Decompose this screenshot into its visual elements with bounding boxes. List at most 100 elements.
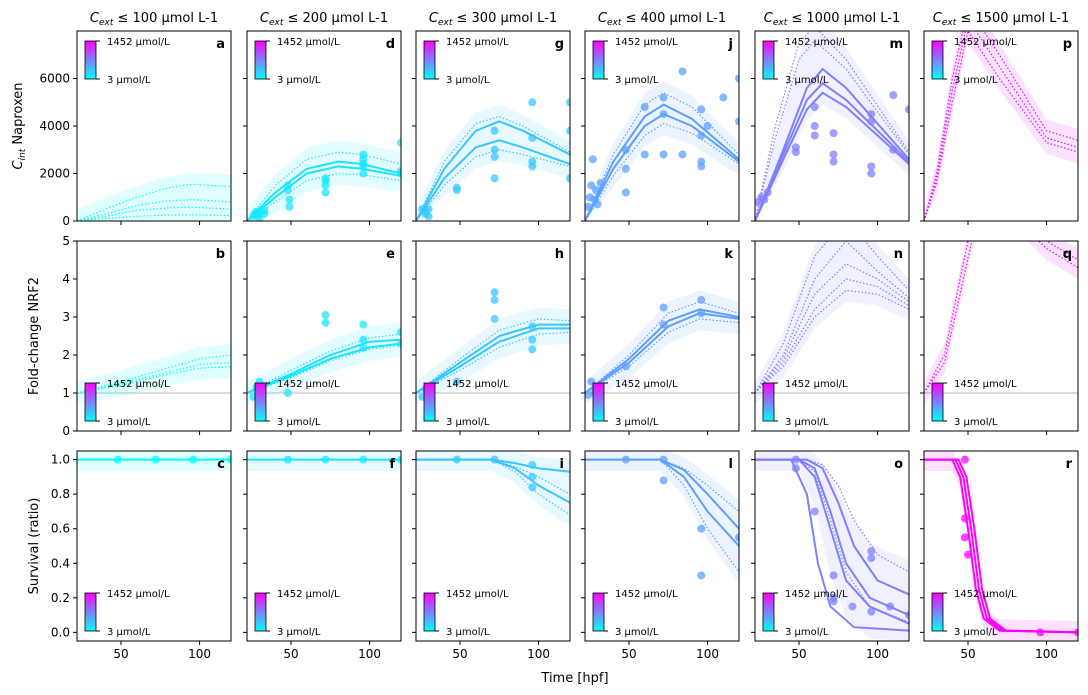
- panel-frame: [923, 450, 1079, 642]
- data-point: [397, 455, 401, 464]
- row-ylabel-sub: int: [18, 148, 28, 160]
- data-point: [659, 110, 668, 119]
- panel-letter: f: [389, 457, 395, 472]
- colorbar: [423, 40, 436, 80]
- data-point: [719, 93, 728, 102]
- x-tick-label: 100: [358, 647, 381, 661]
- column-title-main: C: [429, 11, 439, 26]
- column-title-main: C: [764, 11, 774, 26]
- row-ylabel: Survival (ratio): [27, 498, 42, 595]
- data-point: [528, 345, 537, 354]
- x-tick-label: 50: [621, 647, 636, 661]
- colorbar-max-label: 1452 μmol/L: [615, 37, 678, 48]
- panel-plot-area: [416, 98, 570, 221]
- panel-letter: q: [1063, 247, 1072, 262]
- panel-r: 50 100 r 1452 μmol/L 3 μmol/L: [920, 450, 1079, 661]
- data-point: [528, 472, 537, 481]
- data-point: [452, 377, 461, 386]
- data-point: [810, 103, 819, 111]
- data-point: [960, 533, 969, 542]
- uncertainty-band: [416, 451, 570, 527]
- y-tick-label: 3: [62, 310, 70, 324]
- series-line: [247, 160, 401, 221]
- panel-plot-area: [77, 451, 231, 472]
- data-point: [621, 164, 630, 173]
- data-point: [490, 152, 499, 161]
- y-tick-label: 0.0: [51, 625, 70, 639]
- data-point: [697, 131, 706, 140]
- series-line: [416, 327, 570, 394]
- colorbar: [254, 40, 267, 80]
- data-point: [735, 74, 739, 83]
- colorbar-min-label: 3 μmol/L: [107, 417, 151, 428]
- row-ylabel-main: Survival (ratio): [27, 498, 42, 595]
- data-point: [359, 455, 368, 464]
- colorbar: [84, 592, 97, 632]
- colorbar-max-label: 1452 μmol/L: [954, 589, 1017, 600]
- row-ylabel: Cint Naproxen: [11, 82, 28, 169]
- panel-e: e 1452 μmol/L 3 μmol/L: [243, 240, 402, 435]
- panel-letter: e: [386, 247, 395, 262]
- data-point: [621, 362, 630, 371]
- panel-plot-area: [755, 31, 909, 221]
- colorbar-max-label: 1452 μmol/L: [785, 589, 848, 600]
- panel-letter: n: [894, 247, 903, 262]
- data-point: [867, 607, 876, 616]
- series-line: [755, 289, 909, 394]
- data-point: [566, 174, 570, 183]
- column-title-rest: ≤ 100 μmol L-1: [113, 11, 218, 26]
- series-line: [755, 459, 909, 623]
- data-point: [321, 176, 330, 185]
- colorbar: [592, 592, 605, 632]
- data-point: [283, 181, 292, 190]
- panel-plot-area: [416, 451, 570, 527]
- colorbar-max-label: 1452 μmol/L: [954, 37, 1017, 48]
- y-tick-label: 0.4: [51, 556, 70, 570]
- data-point: [528, 98, 537, 107]
- row-ylabel: Fold-change NRF2: [27, 277, 42, 395]
- data-point: [227, 455, 231, 464]
- series-line: [247, 165, 401, 221]
- colorbar-max-label: 1452 μmol/L: [277, 589, 340, 600]
- panel-plot-area: [247, 138, 401, 221]
- uncertainty-band: [585, 81, 739, 221]
- panel-frame: [584, 240, 740, 432]
- data-point: [490, 126, 499, 135]
- colorbar-max-label: 1452 μmol/L: [107, 589, 170, 600]
- column-title-rest: ≤ 1500 μmol L-1: [956, 11, 1069, 26]
- y-tick-label: 2000: [39, 167, 70, 181]
- data-point: [588, 155, 597, 164]
- data-point: [189, 455, 198, 464]
- y-tick-label: 0.2: [51, 591, 70, 605]
- x-tick-label: 100: [188, 647, 211, 661]
- series-line: [77, 365, 231, 394]
- column-title-sub: ext: [773, 18, 788, 28]
- column-title-rest: ≤ 400 μmol L-1: [621, 11, 726, 26]
- y-tick-label: 0: [62, 424, 70, 438]
- panel-plot-area: [77, 172, 231, 221]
- data-point: [889, 145, 898, 154]
- data-point: [424, 212, 433, 221]
- panel-frame: [415, 240, 571, 432]
- colorbar-min-label: 3 μmol/L: [954, 417, 998, 428]
- colorbar: [931, 382, 944, 422]
- data-point: [585, 202, 593, 211]
- data-point: [621, 145, 630, 154]
- data-point: [359, 169, 368, 178]
- panel-plot-area: [247, 311, 401, 405]
- series-line: [755, 241, 909, 394]
- x-tick-label: 50: [113, 647, 128, 661]
- data-point: [703, 122, 712, 130]
- panel-o: 50 100 o 1452 μmol/L 3 μmol/L: [751, 450, 910, 661]
- y-tick-label: 2: [62, 348, 70, 362]
- colorbar-min-label: 3 μmol/L: [615, 417, 659, 428]
- panel-l: 50 100 l 1452 μmol/L 3 μmol/L: [581, 450, 740, 661]
- x-tick-label: 50: [960, 647, 975, 661]
- panel-letter: o: [894, 457, 903, 472]
- column-title-main: C: [90, 11, 100, 26]
- data-point: [867, 162, 876, 171]
- column-title-main: C: [933, 11, 943, 26]
- x-tick-label: 100: [696, 647, 719, 661]
- data-point: [1036, 628, 1045, 637]
- series-line: [77, 198, 231, 221]
